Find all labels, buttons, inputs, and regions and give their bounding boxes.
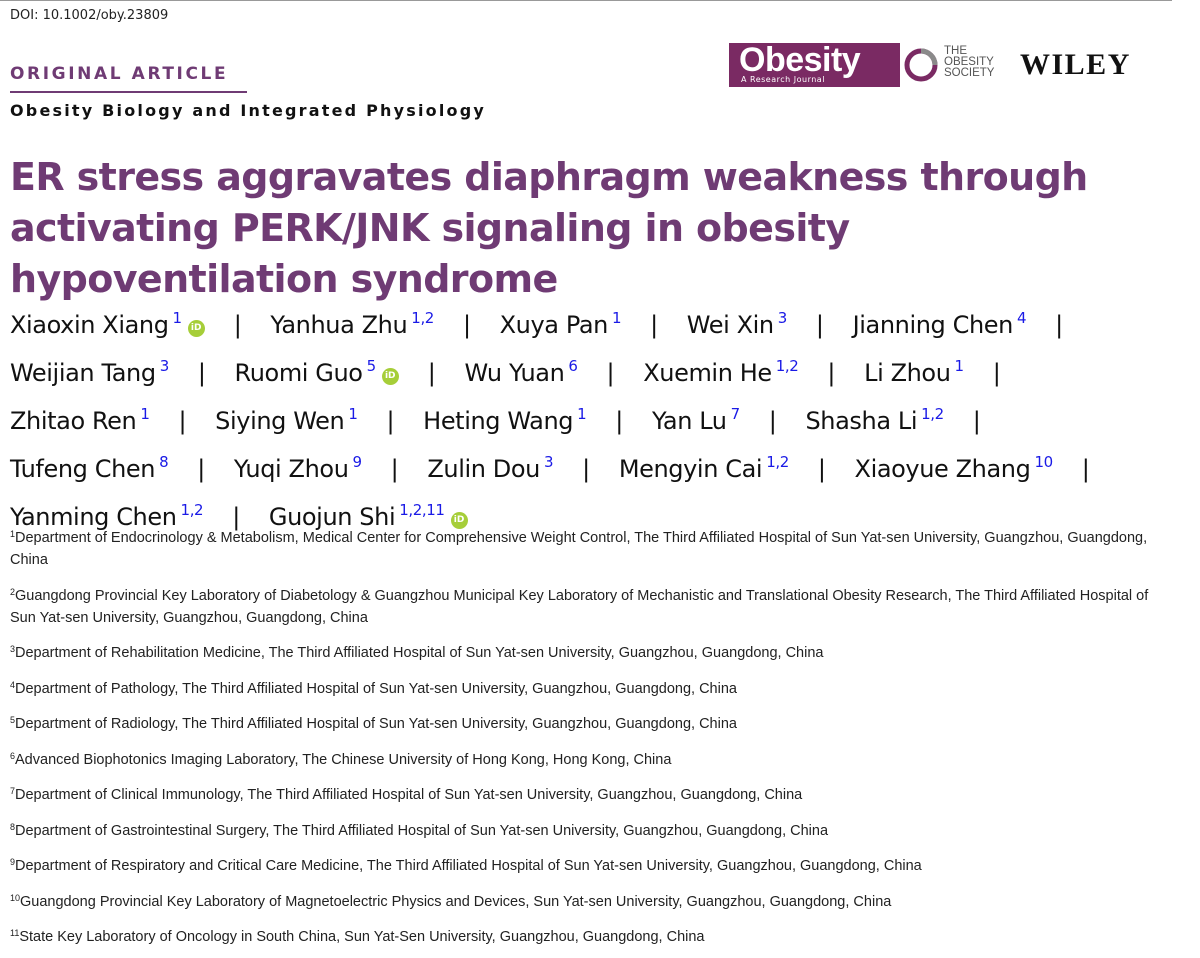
author[interactable]: Weijian Tang 3 — [10, 357, 169, 387]
affiliation: 5Department of Radiology, The Third Affi… — [10, 715, 737, 732]
author-separator: | — [827, 359, 836, 387]
author-separator: | — [972, 407, 981, 435]
author[interactable]: Wu Yuan 6 — [464, 357, 578, 387]
author[interactable]: Zhitao Ren 1 — [10, 405, 150, 435]
affiliation-list: 1Department of Endocrinology & Metabolis… — [10, 523, 1170, 958]
top-rule — [0, 0, 1172, 1]
author-separator: | — [815, 311, 824, 339]
society-line-1: THE — [944, 45, 967, 57]
affiliation: 9Department of Respiratory and Critical … — [10, 857, 922, 874]
author[interactable]: Yan Lu 7 — [651, 405, 740, 435]
author[interactable]: Siying Wen 1 — [215, 405, 358, 435]
article-type-label: ORIGINAL ARTICLE — [10, 64, 229, 84]
author-separator: | — [1055, 311, 1063, 339]
journal-name: Obesity — [739, 41, 861, 79]
author-separator: | — [650, 311, 658, 339]
affiliation: 6Advanced Biophotonics Imaging Laborator… — [10, 750, 672, 768]
author-separator: | — [606, 359, 615, 387]
author[interactable]: Tufeng Chen 8 — [10, 453, 169, 483]
affiliation: 7Department of Clinical Immunology, The … — [10, 786, 803, 803]
author-separator: | — [197, 455, 205, 483]
author-separator: | — [768, 407, 777, 435]
author-separator: | — [233, 311, 242, 339]
author-separator: | — [615, 407, 623, 435]
author-separator: | — [197, 359, 206, 387]
affiliation: 3Department of Rehabilitation Medicine, … — [10, 644, 824, 661]
author[interactable]: Ruomi Guo 5iD — [235, 357, 399, 387]
author[interactable]: Jianning Chen 4 — [852, 309, 1027, 339]
article-title: ER stress aggravates diaphragm weakness … — [10, 155, 1088, 301]
publisher-logo[interactable]: WILEY — [1020, 48, 1131, 81]
author[interactable]: Yanhua Zhu 1,2 — [270, 309, 434, 339]
author-separator: | — [582, 455, 590, 483]
author[interactable]: Shasha Li 1,2 — [805, 405, 944, 435]
journal-logo[interactable]: Obesity A Research Journal — [729, 41, 900, 87]
author-list: Xiaoxin Xiang 1iD | Yanhua Zhu 1,2 | Xuya Pan 1… — [10, 298, 1190, 538]
author[interactable]: Yuqi Zhou 9 — [233, 453, 362, 483]
author[interactable]: Yanming Chen 1,2 — [10, 501, 204, 531]
obesity-society-logo[interactable]: THE OBESITY SOCIETY — [944, 45, 995, 79]
society-line-3: SOCIETY — [944, 67, 995, 79]
affiliation: 4Department of Pathology, The Third Affi… — [10, 679, 737, 697]
journal-subtitle: A Research Journal — [741, 75, 825, 84]
obesity-society-icon — [904, 48, 938, 82]
affiliation: 11State Key Laboratory of Oncology in So… — [10, 928, 705, 945]
author[interactable]: Xiaoyue Zhang 10 — [854, 453, 1054, 483]
author-separator: | — [386, 407, 395, 435]
affiliation: 2Guangdong Provincial Key Laboratory of … — [10, 586, 1149, 626]
author-separator: | — [462, 311, 471, 339]
author-separator: | — [992, 359, 1001, 387]
author[interactable]: Xiaoxin Xiang 1iD — [10, 309, 205, 339]
author-separator: | — [817, 455, 826, 483]
author-separator: | — [178, 407, 187, 435]
author[interactable]: Xuya Pan 1 — [499, 309, 622, 339]
orcid-icon[interactable]: iD — [187, 320, 205, 337]
author-separator: | — [232, 503, 240, 531]
orcid-icon[interactable]: iD — [450, 512, 468, 529]
author[interactable]: Wei Xin 3 — [686, 309, 787, 339]
author[interactable]: Guojun Shi 1,2,11iD — [269, 501, 468, 531]
author[interactable]: Heting Wang 1 — [423, 405, 587, 435]
author[interactable]: Zulin Dou 3 — [427, 453, 554, 483]
author[interactable]: Mengyin Cai 1,2 — [618, 453, 789, 483]
author[interactable]: Xuemin He 1,2 — [643, 357, 799, 387]
society-line-2: OBESITY — [944, 56, 994, 68]
doi-link[interactable]: DOI: 10.1002/oby.23809 — [10, 8, 169, 23]
author-separator: | — [1081, 455, 1090, 483]
author[interactable]: Li Zhou 1 — [864, 357, 964, 387]
article-type-underline — [10, 91, 247, 93]
orcid-icon[interactable]: iD — [381, 368, 399, 385]
section-label: Obesity Biology and Integrated Physiolog… — [10, 101, 486, 120]
author-separator: | — [427, 359, 436, 387]
affiliation: 10Guangdong Provincial Key Laboratory of… — [10, 892, 892, 910]
affiliation: 1Department of Endocrinology & Metabolis… — [10, 529, 1148, 568]
author-separator: | — [390, 455, 399, 483]
affiliation: 8Department of Gastrointestinal Surgery,… — [10, 821, 829, 839]
